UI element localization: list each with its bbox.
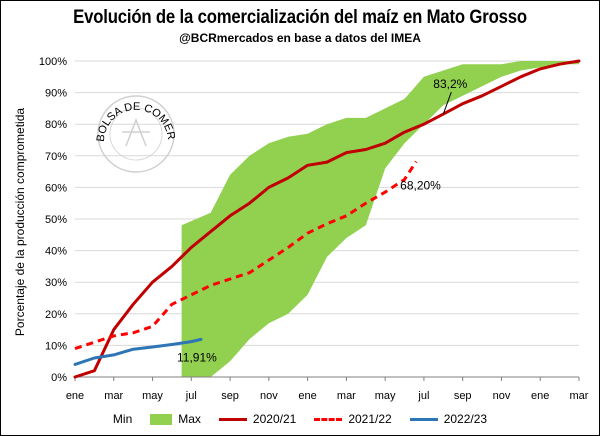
annotation-2021-22: 68,20% (400, 178, 441, 192)
watermark-seal-ring (97, 95, 175, 173)
band-min-max-area (181, 61, 579, 377)
x-tick-label: ene (298, 390, 316, 402)
chart-title: Evolución de la comercialización del maí… (73, 7, 527, 28)
x-tick-label: jul (185, 390, 197, 402)
legend-label-max: Max (178, 412, 201, 426)
legend-swatch-max (150, 413, 173, 425)
watermark-seal-inner-ring (109, 107, 163, 161)
y-tick-label: 30% (45, 277, 67, 289)
x-tick-label: may (375, 390, 396, 402)
legend-label-2021-22: 2021/22 (348, 412, 392, 426)
legend-label-2022-23: 2022/23 (443, 412, 488, 426)
x-tick-label: mar (570, 390, 589, 402)
y-tick-label: 40% (45, 246, 67, 258)
legend-item-2020-21: 2020/21 (218, 412, 297, 426)
y-tick-label: 0% (51, 372, 67, 384)
y-tick-label: 80% (45, 119, 67, 131)
legend: Min Max 2020/21 2021/22 2022/23 (1, 410, 599, 428)
x-tick-label: sep (221, 390, 239, 402)
x-tick-label: sep (454, 390, 472, 402)
legend-item-2022-23: 2022/23 (409, 412, 488, 426)
annotation-2020-21: 83,2% (433, 77, 467, 91)
y-tick-label: 10% (45, 340, 67, 352)
x-tick-label: mar (337, 390, 356, 402)
y-tick-label: 90% (45, 88, 67, 100)
legend-item-min: Min (113, 412, 132, 426)
legend-label-2020-21: 2020/21 (252, 412, 297, 426)
watermark-seal-text: BOLSA DE COMERCIO DE ROSARIO (1, 1, 177, 142)
y-tick-label: 70% (45, 151, 67, 163)
x-tick-label: may (142, 390, 163, 402)
legend-item-2021-22: 2021/22 (314, 412, 392, 426)
x-tick-label: nov (493, 390, 511, 402)
chart-plot: 0% 10% 20% 30% 40% 50% 60% 70% 80% 90% 100%BOLSA D… (1, 1, 589, 402)
series-line-2022-23 (73, 337, 203, 366)
legend-swatch-2022-23 (409, 417, 438, 421)
legend-item-max: Max (150, 412, 201, 426)
y-tick-label: 60% (45, 182, 67, 194)
watermark-seal-textpath: BOLSA DE COMERCIO DE ROSARIO (1, 1, 177, 142)
x-tick-label: nov (260, 390, 278, 402)
x-tick-label: jul (417, 390, 429, 402)
legend-label-min: Min (112, 412, 133, 426)
annotation-2022-23: 11,91% (177, 350, 217, 364)
series-line-2021-22 (74, 160, 418, 351)
legend-swatch-2020-21 (218, 417, 247, 421)
legend-swatch-2021-22 (314, 417, 343, 421)
chart-subtitle: @BCRmercados en base a datos del IMEA (179, 31, 421, 45)
series-line-2020-21 (73, 59, 581, 379)
watermark-seal-emblem (122, 117, 150, 147)
x-tick-label: ene (66, 390, 84, 402)
y-tick-label: 20% (45, 309, 67, 321)
y-tick-label: 50% (45, 214, 67, 226)
x-tick-label: ene (531, 390, 549, 402)
x-tick-label: mar (104, 390, 123, 402)
annotation-leader-2020-21 (442, 91, 452, 115)
y-tick-label: 100% (39, 56, 67, 68)
